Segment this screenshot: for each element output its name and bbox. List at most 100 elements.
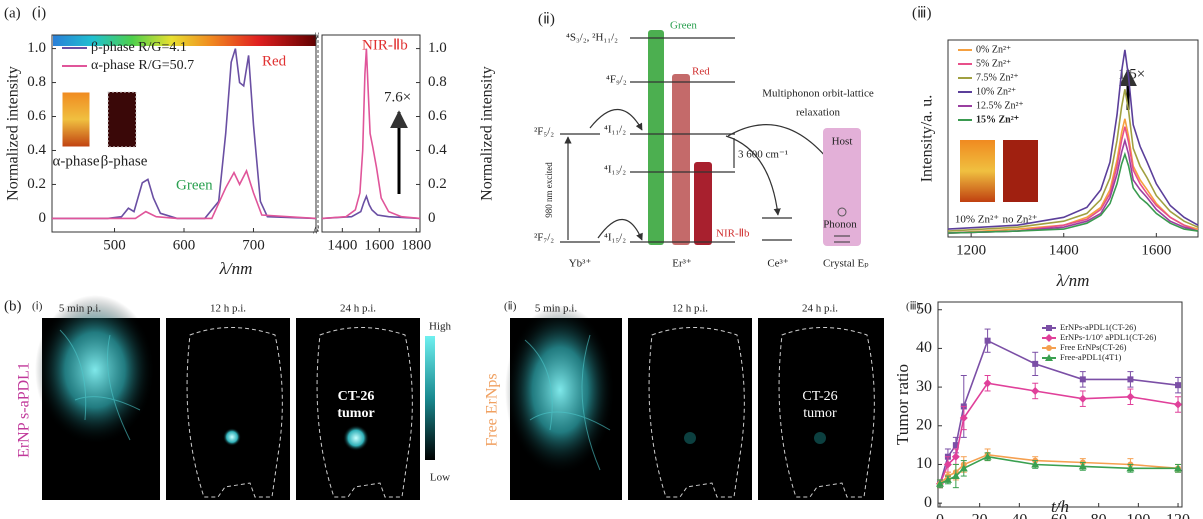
- transition-bar: [648, 30, 664, 245]
- inset-image: [1003, 140, 1038, 202]
- legend-label: Free-aPDL1(4T1): [1060, 352, 1122, 362]
- annotation: Multiphonon orbit-lattice: [762, 88, 874, 100]
- series-line: [322, 196, 420, 218]
- marker: [1046, 325, 1052, 331]
- series-line: [322, 49, 420, 219]
- marker: [1126, 393, 1134, 401]
- y2-tick-label: 0: [428, 210, 436, 226]
- annotation: Green: [176, 177, 213, 193]
- x-tick-label: 40: [1011, 512, 1027, 519]
- x-axis-label: λ/nm: [1056, 271, 1090, 290]
- panel-label: (a): [4, 5, 21, 21]
- legend-label: 10% Zn²⁺: [976, 86, 1016, 97]
- marker: [1045, 334, 1053, 342]
- annotation: β-phase: [101, 153, 148, 169]
- level-label: ⁴S₃/₂, ²H₁₁/₂: [566, 32, 618, 44]
- marker: [1080, 376, 1086, 382]
- ion-label: Er³⁺: [672, 258, 692, 270]
- marker: [1032, 361, 1038, 367]
- time-label: 12 h p.i.: [210, 303, 246, 315]
- annotation: Red: [692, 66, 710, 78]
- x-tick-label: 1400: [327, 237, 357, 253]
- legend-label: 0% Zn²⁺: [976, 44, 1011, 55]
- annotation: NIR-Ⅱb: [362, 37, 408, 53]
- marker: [985, 338, 991, 344]
- y-axis-label: Tumor ratio: [893, 364, 912, 445]
- time-label: 24 h p.i.: [340, 303, 376, 315]
- break-mark: //: [313, 31, 320, 43]
- annotation: 3 600 cm⁻¹: [738, 149, 788, 161]
- y-tick-label: 0.4: [27, 142, 46, 158]
- y-tick-label: 1.0: [27, 40, 46, 56]
- level-label: ⁴F₉/₂: [606, 74, 627, 86]
- legend-label: 7.5% Zn²⁺: [976, 72, 1019, 83]
- panel-label: (ⅰ): [32, 301, 43, 313]
- y2-axis-label: Normalized intensity: [479, 66, 496, 201]
- transition-bar: [672, 74, 690, 245]
- x-tick-label: 100: [1126, 512, 1150, 519]
- image: [166, 318, 290, 500]
- figure: (a) (ⅰ) // // α-phase β-phase Green Red …: [0, 0, 1203, 519]
- x-tick-label: 120: [1166, 512, 1190, 519]
- image-signal: [35, 295, 155, 445]
- tumor-signal: [684, 432, 696, 444]
- x-tick-label: 1600: [1141, 242, 1171, 258]
- transition-bar: [694, 162, 712, 245]
- x-tick-label: 80: [1091, 512, 1107, 519]
- x-tick-label: 1600: [364, 237, 394, 253]
- ion-label: Yb³⁺: [569, 258, 592, 270]
- annotation: 10% Zn²⁺: [955, 214, 999, 226]
- marker: [1031, 387, 1039, 395]
- x-axis-label: t/h: [1051, 497, 1069, 516]
- panel-label: (ⅱ): [504, 301, 517, 313]
- annotation: tumor: [803, 406, 837, 421]
- level-label: ²F₅/₂: [534, 126, 554, 138]
- annotation: relaxation: [796, 107, 840, 119]
- annotation: Host: [832, 136, 853, 148]
- panel-label: (b): [4, 298, 22, 314]
- inset-image: [62, 92, 90, 147]
- legend-label: 5% Zn²⁺: [976, 58, 1011, 69]
- image: [628, 318, 752, 500]
- annotation: NIR-Ⅱb: [716, 228, 750, 240]
- panel-label: (ⅱ): [538, 11, 555, 27]
- row-label: Free ErNps: [484, 373, 501, 446]
- legend-label: 15% Zn²⁺: [976, 114, 1019, 125]
- y-tick-label: 10: [916, 455, 932, 472]
- x-tick-label: 20: [972, 512, 988, 519]
- y-tick-label: 0.6: [27, 108, 46, 124]
- panel-label: (ⅲ): [912, 5, 932, 21]
- colorbar: [425, 336, 435, 460]
- y-tick-label: 30: [916, 378, 932, 395]
- time-label: 24 h p.i.: [802, 303, 838, 315]
- y2-tick-label: 0.4: [428, 142, 447, 158]
- imaging: (b) (ⅰ) ErNP s-aPDL1 CT-26 tumor 5 min p…: [4, 295, 884, 500]
- ion-label: Crystal Eₚ: [823, 258, 869, 270]
- y-tick-label: 50: [916, 300, 932, 317]
- annotation: tumor: [337, 406, 374, 421]
- level-label: ⁴I₁₅/₂: [604, 232, 626, 244]
- colorbar-label: High: [429, 321, 452, 333]
- tumor-signal: [814, 432, 826, 444]
- series-line: [940, 455, 1178, 484]
- y-tick-label: 40: [916, 339, 932, 356]
- annotation: CT-26: [802, 389, 837, 404]
- x-tick-label: 0: [936, 512, 944, 519]
- annotation: Green: [670, 20, 697, 32]
- y2-tick-label: 0.6: [428, 108, 447, 124]
- inset-image: [108, 92, 136, 147]
- annotation: 7.6×: [384, 89, 411, 105]
- inset-image: [960, 140, 995, 202]
- legend-label: ErNPs-1/10⁶ aPDL1(CT-26): [1060, 332, 1157, 342]
- y2-tick-label: 0.2: [428, 176, 447, 192]
- y-axis-label: Normalized intensity: [5, 66, 22, 201]
- y-tick-label: 0: [924, 494, 932, 511]
- y2-tick-label: 1.0: [428, 40, 447, 56]
- legend-label: β-phase R/G=4.1: [91, 40, 187, 55]
- y2-tick-label: 0.8: [428, 74, 447, 90]
- x-tick-label: 1200: [956, 242, 986, 258]
- row-label: ErNP s-aPDL1: [16, 362, 33, 458]
- tumor-signal: [223, 428, 241, 446]
- annotation: CT-26: [338, 389, 375, 404]
- legend-label: α-phase R/G=50.7: [91, 58, 194, 73]
